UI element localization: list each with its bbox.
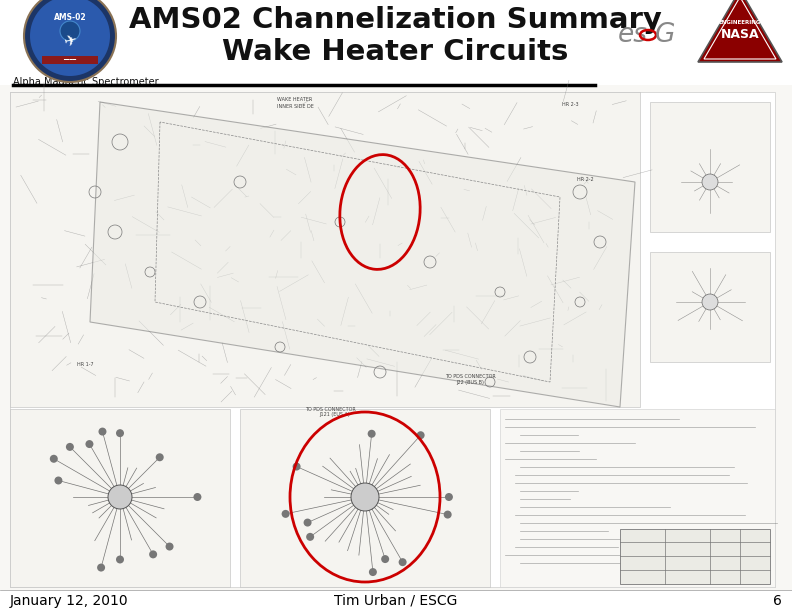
Text: TO PDS CONNECTOR: TO PDS CONNECTOR bbox=[305, 407, 356, 412]
Text: AMS02 Channelization Summary: AMS02 Channelization Summary bbox=[128, 6, 661, 34]
Circle shape bbox=[292, 463, 301, 471]
Circle shape bbox=[50, 455, 58, 463]
Circle shape bbox=[98, 428, 106, 436]
Circle shape bbox=[417, 431, 425, 439]
Bar bbox=[10, 409, 230, 587]
Text: WAKE HEATER: WAKE HEATER bbox=[277, 97, 313, 102]
Circle shape bbox=[166, 543, 173, 551]
Circle shape bbox=[282, 510, 290, 518]
Circle shape bbox=[702, 174, 718, 190]
Circle shape bbox=[444, 510, 451, 518]
Bar bbox=[240, 409, 490, 587]
Bar bbox=[650, 252, 770, 362]
Circle shape bbox=[149, 550, 157, 558]
Bar bbox=[0, 85, 792, 590]
Text: G: G bbox=[655, 22, 676, 48]
Circle shape bbox=[369, 568, 377, 576]
Text: HR 2-2: HR 2-2 bbox=[577, 177, 593, 182]
Text: Wake Heater Circuits: Wake Heater Circuits bbox=[222, 38, 568, 66]
Circle shape bbox=[116, 556, 124, 564]
Circle shape bbox=[108, 485, 132, 509]
Circle shape bbox=[97, 564, 105, 572]
Circle shape bbox=[307, 533, 314, 541]
Circle shape bbox=[30, 0, 110, 76]
Circle shape bbox=[398, 558, 406, 566]
Text: HR 1-7: HR 1-7 bbox=[77, 362, 93, 367]
Bar bbox=[620, 529, 770, 584]
Circle shape bbox=[60, 21, 80, 41]
Circle shape bbox=[367, 430, 375, 438]
Text: ✈: ✈ bbox=[62, 32, 78, 50]
Bar bbox=[500, 409, 775, 587]
Text: 6: 6 bbox=[773, 594, 782, 608]
Text: HR 2-3: HR 2-3 bbox=[562, 102, 578, 107]
Text: INNER SIDE DE: INNER SIDE DE bbox=[276, 104, 314, 109]
Text: ENGINEERING: ENGINEERING bbox=[719, 20, 761, 24]
Circle shape bbox=[86, 440, 93, 448]
Circle shape bbox=[445, 493, 453, 501]
Text: NASA: NASA bbox=[721, 28, 760, 40]
Text: January 12, 2010: January 12, 2010 bbox=[10, 594, 128, 608]
Circle shape bbox=[193, 493, 201, 501]
Text: Tim Urban / ESCG: Tim Urban / ESCG bbox=[334, 594, 458, 608]
Text: TO PDS CONNECTOR
J22 (BUS B): TO PDS CONNECTOR J22 (BUS B) bbox=[444, 374, 495, 385]
Text: AMS-02: AMS-02 bbox=[54, 13, 86, 23]
Circle shape bbox=[381, 555, 389, 563]
Circle shape bbox=[303, 518, 311, 526]
Bar bbox=[650, 102, 770, 232]
Circle shape bbox=[24, 0, 116, 82]
Text: ━━━━: ━━━━ bbox=[63, 58, 77, 62]
Circle shape bbox=[66, 443, 74, 451]
Polygon shape bbox=[90, 102, 635, 407]
Circle shape bbox=[55, 477, 63, 485]
Circle shape bbox=[351, 483, 379, 511]
Text: es: es bbox=[618, 22, 648, 48]
Bar bbox=[42, 56, 98, 64]
Polygon shape bbox=[698, 0, 782, 62]
Bar bbox=[10, 92, 640, 407]
Text: J121 (EUS A): J121 (EUS A) bbox=[320, 412, 350, 417]
Circle shape bbox=[702, 294, 718, 310]
Bar bbox=[10, 92, 775, 587]
Circle shape bbox=[156, 453, 164, 461]
Circle shape bbox=[116, 429, 124, 437]
Bar bbox=[0, 0, 792, 85]
Text: Alpha Magnetic Spectrometer: Alpha Magnetic Spectrometer bbox=[13, 77, 158, 87]
